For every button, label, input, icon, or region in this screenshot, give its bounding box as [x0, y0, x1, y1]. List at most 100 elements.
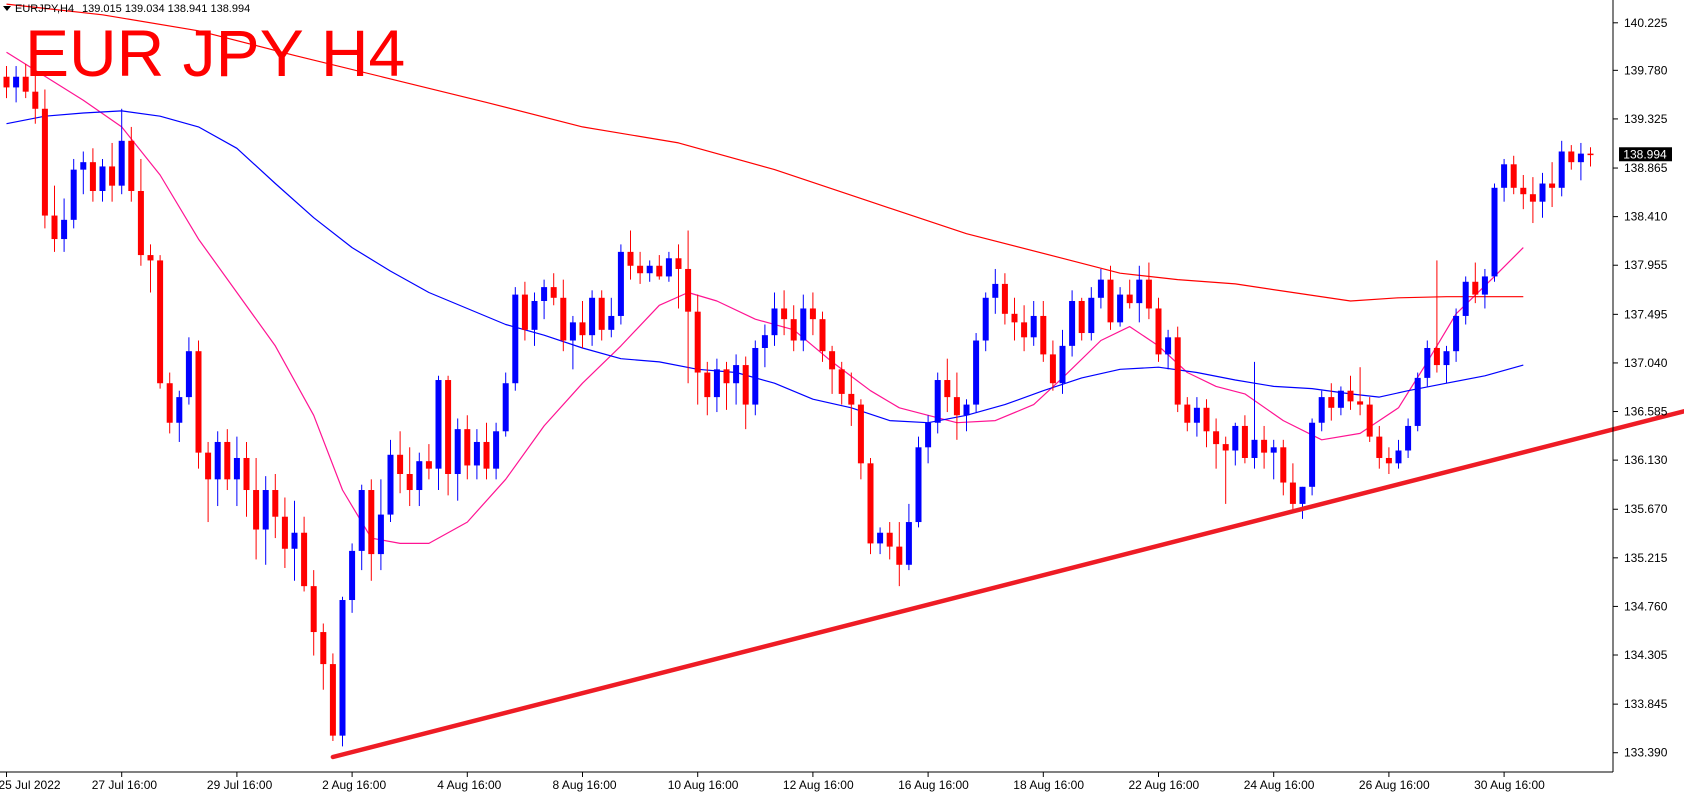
candle [377, 479, 384, 571]
candle-body [1443, 351, 1450, 366]
candle-body [541, 287, 548, 301]
candle [1347, 375, 1354, 410]
candle-body [137, 191, 144, 256]
candle [397, 431, 404, 494]
candle-body [704, 372, 711, 398]
candle [80, 151, 87, 195]
candle-body [627, 251, 634, 266]
candle [310, 570, 317, 656]
candle [886, 522, 893, 560]
candle [1529, 177, 1536, 224]
candle [502, 372, 509, 437]
candle [512, 287, 519, 391]
time-axis: 25 Jul 2022 27 Jul 16:00 29 Jul 16:00 2 Aug… [0, 772, 1545, 792]
candle-body [1040, 315, 1047, 355]
candle-body [752, 347, 759, 405]
candle [1443, 345, 1450, 384]
price-tick-label: 134.305 [1624, 648, 1668, 662]
candle [483, 422, 490, 480]
time-tick-label: 24 Aug 16:00 [1244, 778, 1315, 792]
candle [790, 305, 797, 352]
candle [320, 623, 327, 690]
candle [70, 158, 77, 229]
candle [243, 441, 250, 517]
candle-body [723, 369, 730, 384]
candle-body [1376, 436, 1383, 458]
candle-body [598, 297, 605, 330]
candle [1289, 463, 1296, 512]
candle-body [637, 265, 644, 274]
candle [1251, 361, 1258, 469]
time-tick-label: 25 Jul 2022 [0, 778, 61, 792]
candle-body [1126, 294, 1133, 304]
candle [569, 315, 576, 370]
candle [1481, 268, 1488, 309]
header: EURJPY,H4 139.015 139.034 138.941 138.99… [3, 3, 405, 90]
candle [454, 418, 461, 501]
candle [118, 108, 125, 195]
candle [963, 399, 970, 432]
candle-body [1405, 425, 1412, 451]
candle-body [349, 550, 356, 601]
candle-body [1232, 425, 1239, 451]
candle [214, 431, 221, 507]
candle [262, 476, 269, 565]
candle-body [3, 76, 10, 88]
dropdown-triangle-icon[interactable] [3, 6, 11, 11]
candle-body [1453, 315, 1460, 352]
candle [1462, 276, 1469, 325]
candle [848, 372, 855, 426]
price-tick-label: 139.325 [1624, 112, 1668, 126]
candle [22, 63, 29, 99]
candle [339, 596, 346, 747]
candle [1395, 439, 1402, 469]
candle-body [1462, 281, 1469, 316]
candle [656, 255, 663, 280]
candle [1405, 418, 1412, 458]
candle-body [118, 140, 125, 186]
candle [147, 244, 154, 293]
candle [608, 297, 615, 338]
candle [733, 354, 740, 405]
candle-body [493, 431, 500, 469]
candle [627, 230, 634, 280]
candle [1520, 174, 1527, 210]
candle-body [176, 397, 183, 423]
candle [368, 479, 375, 581]
candle [1001, 273, 1008, 325]
candle [185, 337, 192, 405]
candle-body [1472, 281, 1479, 295]
candle-body [531, 300, 538, 330]
candle [166, 372, 173, 434]
candle-body [819, 319, 826, 352]
time-tick-label: 12 Aug 16:00 [783, 778, 854, 792]
candle [1213, 418, 1220, 469]
candle [1337, 386, 1344, 416]
candle [13, 66, 20, 103]
candle [233, 436, 240, 507]
candle [253, 457, 260, 560]
candle [1357, 367, 1364, 416]
candle-body [848, 393, 855, 405]
candle [925, 415, 932, 464]
candle-body [608, 315, 615, 330]
candle-body [1510, 164, 1517, 188]
price-tick-label: 135.670 [1624, 502, 1668, 516]
candle [1241, 415, 1248, 464]
candle [694, 294, 701, 405]
candle [953, 372, 960, 440]
candle-body [1424, 347, 1431, 378]
candle [109, 142, 116, 202]
candle [1549, 162, 1556, 208]
price-tick-label: 137.040 [1624, 356, 1668, 370]
candle-body [1059, 345, 1066, 384]
candle [713, 358, 720, 413]
candle-body [61, 219, 68, 240]
candle [176, 390, 183, 442]
candle-body [502, 383, 509, 432]
candle [1011, 297, 1018, 341]
candle-body [1184, 404, 1191, 423]
candle [435, 375, 442, 491]
